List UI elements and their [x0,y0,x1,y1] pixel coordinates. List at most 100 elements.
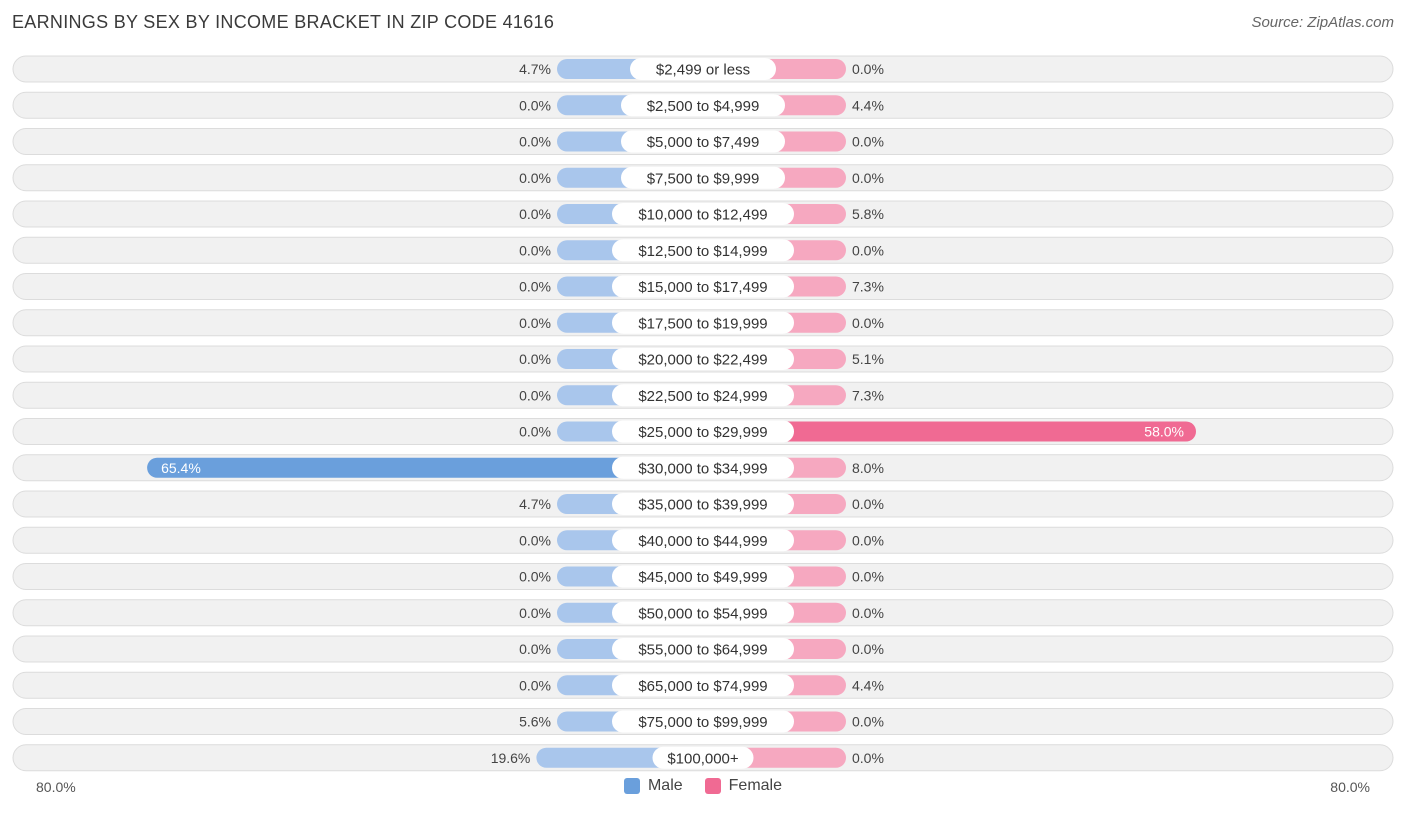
category-pill [612,565,794,588]
category-label: $2,500 to $4,999 [647,98,760,115]
legend-label-male: Male [647,777,683,794]
male-value-label: 0.0% [519,424,551,440]
category-pill [652,746,754,769]
male-value-label: 0.0% [519,206,551,222]
female-value-label: 5.8% [852,206,884,222]
category-pill [612,311,794,334]
chart-row: $5,000 to $7,499 0.0% 0.0% [12,128,1394,155]
male-value-label: 0.0% [519,641,551,657]
female-value-label: 58.0% [1144,424,1184,440]
female-value-label: 8.0% [852,460,884,476]
chart-row: $12,500 to $14,999 0.0% 0.0% [12,236,1394,264]
female-value-label: 0.0% [852,605,884,621]
female-value-label: 0.0% [852,170,884,186]
male-value-label: 0.0% [519,605,551,621]
axis-left-label: 80.0% [36,779,76,795]
category-pill [621,166,785,189]
category-pill [612,420,794,443]
legend: Male Female [0,777,1406,795]
female-value-label: 0.0% [852,569,884,585]
legend-item-female[interactable]: Female [704,777,783,795]
female-value-label: 0.0% [852,134,884,150]
chart-row: $40,000 to $44,999 0.0% 0.0% [12,526,1394,554]
category-label: $50,000 to $54,999 [638,605,767,622]
category-label: $65,000 to $74,999 [638,678,767,695]
category-pill [612,674,794,697]
category-pill [612,493,794,515]
source-label: Source: ZipAtlas.com [1251,14,1394,31]
chart-row: $55,000 to $64,999 0.0% 0.0% [12,635,1394,663]
male-value-label: 4.7% [519,61,551,77]
chart-row: $10,000 to $12,499 0.0% 5.8% [12,200,1394,228]
female-value-label: 0.0% [852,532,884,548]
female-value-label: 7.3% [852,387,884,403]
chart-row: $30,000 to $34,999 65.4% 8.0% [12,454,1394,482]
axis-right-label: 80.0% [1330,779,1370,795]
chart-row: $50,000 to $54,999 0.0% 0.0% [12,599,1394,627]
male-value-label: 0.0% [519,569,551,585]
female-value-label: 0.0% [852,496,884,512]
category-label: $35,000 to $39,999 [638,497,767,514]
female-value-label: 0.0% [852,315,884,331]
category-label: $55,000 to $64,999 [638,642,767,659]
category-label: $22,500 to $24,999 [638,388,767,405]
category-pill [630,58,776,80]
category-label: $10,000 to $12,499 [638,207,767,224]
male-value-label: 65.4% [161,460,201,476]
male-value-label: 0.0% [519,532,551,548]
male-value-label: 0.0% [519,677,551,693]
category-label: $2,499 or less [656,62,750,79]
chart-row: $7,500 to $9,999 0.0% 0.0% [12,164,1394,192]
category-pill [612,529,794,552]
category-label: $17,500 to $19,999 [638,315,767,332]
legend-item-male[interactable]: Male [623,777,683,795]
male-bar [147,457,704,478]
category-pill [621,94,785,117]
female-bar [703,421,1196,442]
category-pill [612,203,794,225]
male-value-label: 0.0% [519,387,551,403]
male-value-label: 0.0% [519,134,551,150]
male-value-label: 0.0% [519,97,551,113]
category-pill [612,348,794,370]
chart-row: $2,500 to $4,999 0.0% 4.4% [12,91,1394,119]
category-label: $12,500 to $14,999 [638,243,767,260]
chart-row: $65,000 to $74,999 0.0% 4.4% [12,671,1394,699]
category-pill [612,275,794,298]
female-value-label: 0.0% [852,641,884,657]
female-value-label: 0.0% [852,242,884,258]
category-label: $15,000 to $17,499 [638,279,767,296]
female-value-label: 5.1% [852,351,884,367]
legend-label-female: Female [728,777,783,794]
male-value-label: 5.6% [519,714,551,730]
male-value-label: 0.0% [519,315,551,331]
male-value-label: 0.0% [519,351,551,367]
category-label: $40,000 to $44,999 [638,533,767,550]
chart-row: $75,000 to $99,999 5.6% 0.0% [12,708,1394,735]
category-pill [612,710,794,733]
chart-row: $25,000 to $29,999 0.0% 58.0% [12,418,1394,445]
male-value-label: 0.0% [519,170,551,186]
chart-row: $20,000 to $22,499 0.0% 5.1% [12,345,1394,373]
chart-title: EARNINGS BY SEX BY INCOME BRACKET IN ZIP… [12,12,555,32]
category-pill [612,638,794,660]
category-label: $100,000+ [667,750,739,767]
female-value-label: 7.3% [852,279,884,295]
male-value-label: 4.7% [519,496,551,512]
legend-swatch-female [704,778,721,794]
female-value-label: 0.0% [852,714,884,730]
category-label: $5,000 to $7,499 [647,134,760,151]
legend-swatch-male [623,778,640,794]
chart-row: $22,500 to $24,999 0.0% 7.3% [12,381,1394,409]
male-value-label: 0.0% [519,242,551,258]
category-label: $45,000 to $49,999 [638,569,767,586]
category-label: $20,000 to $22,499 [638,352,767,369]
category-pill [612,601,794,624]
category-label: $75,000 to $99,999 [638,714,767,731]
chart-row: $45,000 to $49,999 0.0% 0.0% [12,563,1394,590]
category-pill [612,239,794,262]
female-value-label: 4.4% [852,97,884,113]
chart-row: $15,000 to $17,499 0.0% 7.3% [12,273,1394,300]
category-pill [621,130,785,153]
